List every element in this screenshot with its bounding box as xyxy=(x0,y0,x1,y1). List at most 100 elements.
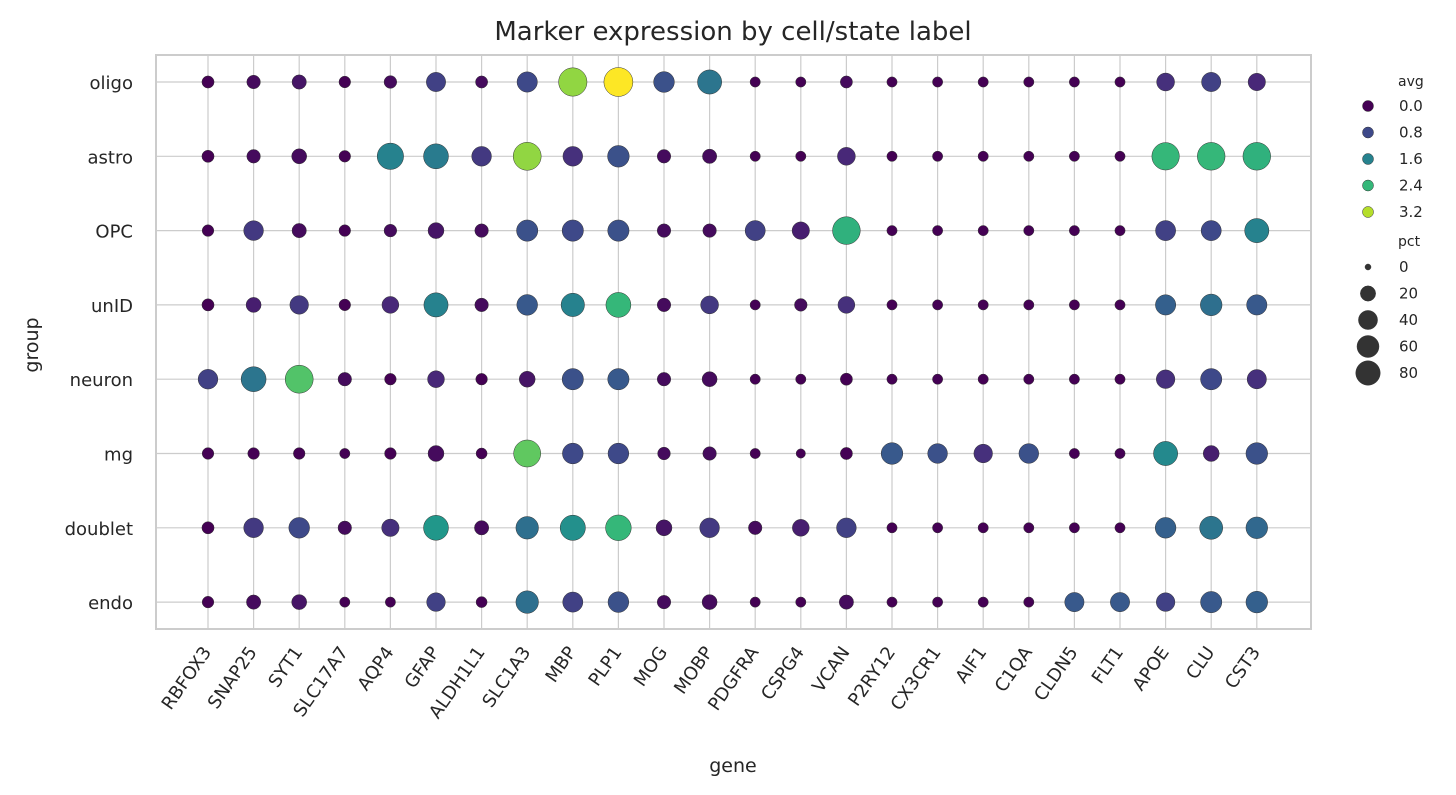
legend-title-pct: pct xyxy=(1398,234,1421,250)
x-tick-label: SYT1 xyxy=(264,643,307,692)
dot-marker xyxy=(291,74,307,90)
dot-marker xyxy=(246,594,262,610)
dot-marker xyxy=(880,442,904,465)
y-tick-label: endo xyxy=(88,593,133,614)
legend-size-swatch xyxy=(1358,310,1378,330)
dot-marker xyxy=(291,223,307,239)
dot-marker xyxy=(977,596,989,608)
legend-color-swatch xyxy=(1362,153,1374,165)
dot-marker xyxy=(1114,150,1126,162)
dot-marker xyxy=(245,297,262,313)
dot-marker xyxy=(1023,225,1035,236)
dot-marker xyxy=(512,142,542,171)
dot-marker xyxy=(657,446,671,461)
dot-marker xyxy=(603,67,634,97)
dot-marker xyxy=(607,219,630,242)
dot-marker xyxy=(1023,522,1035,534)
dot-marker xyxy=(240,366,267,392)
legend-color-swatch xyxy=(1362,179,1374,192)
dot-marker xyxy=(1114,373,1126,385)
x-tick-label: CST3 xyxy=(1221,643,1265,693)
dot-marker xyxy=(426,72,446,92)
dot-marker xyxy=(1245,516,1268,539)
dot-marker xyxy=(201,596,215,609)
dot-marker xyxy=(795,448,806,459)
dot-marker xyxy=(559,514,586,541)
dot-marker xyxy=(1200,293,1223,316)
dot-marker xyxy=(837,147,856,166)
dot-marker xyxy=(886,150,898,162)
dot-marker xyxy=(1200,220,1222,241)
dot-marker xyxy=(384,373,397,386)
dot-marker xyxy=(1242,142,1271,171)
dot-marker xyxy=(475,373,488,386)
legend-size-label: 80 xyxy=(1399,364,1418,382)
dot-marker xyxy=(1110,592,1130,612)
x-tick-label: MOBP xyxy=(670,643,718,698)
dot-marker xyxy=(1114,225,1126,236)
dot-marker xyxy=(201,149,215,163)
x-tick-label: MOG xyxy=(630,643,672,691)
dot-marker xyxy=(1069,448,1080,459)
dot-marker xyxy=(656,297,672,312)
dot-marker xyxy=(701,594,718,610)
dot-marker xyxy=(1154,517,1177,539)
dot-marker xyxy=(201,447,215,460)
dot-marker xyxy=(927,443,948,464)
dot-marker xyxy=(423,515,449,541)
dot-marker xyxy=(1023,150,1035,162)
dot-marker xyxy=(1069,76,1080,88)
y-tick-labels: oligo astro OPC unID neuron mg doublet endo xyxy=(65,73,133,614)
dot-marker xyxy=(605,292,632,318)
dot-marker xyxy=(427,222,445,239)
dot-marker xyxy=(1114,76,1126,88)
dot-marker xyxy=(291,594,307,610)
x-tick-label: CSPG4 xyxy=(757,643,809,704)
dot-marker xyxy=(337,372,352,387)
dot-marker xyxy=(977,299,989,311)
dot-marker xyxy=(197,369,219,390)
dot-marker xyxy=(886,522,898,534)
dot-marker xyxy=(427,445,445,462)
dot-marker xyxy=(338,75,351,89)
x-tick-label: CLU xyxy=(1182,643,1219,684)
y-axis-label: group xyxy=(21,317,43,372)
dot-marker xyxy=(1199,516,1223,540)
dot-marker xyxy=(338,224,351,237)
legend-color-label: 0.8 xyxy=(1399,124,1423,142)
dot-marker xyxy=(1156,592,1176,612)
dot-marker xyxy=(1069,522,1080,534)
y-tick-label: oligo xyxy=(90,73,133,94)
dot-marker xyxy=(383,224,397,238)
dot-marker xyxy=(1023,299,1035,311)
dot-marker xyxy=(607,145,630,168)
dot-marker xyxy=(1069,225,1080,236)
dot-marker xyxy=(518,370,536,388)
dot-marker xyxy=(291,148,307,165)
dot-marker xyxy=(886,299,898,311)
dot-marker xyxy=(838,594,854,610)
legend-size-swatch xyxy=(1364,263,1372,271)
legend-size-label: 40 xyxy=(1399,311,1418,329)
dot-marker xyxy=(932,522,943,534)
dot-marker xyxy=(560,292,585,317)
dot-marker xyxy=(932,76,943,88)
dot-marker xyxy=(700,295,719,315)
x-tick-label: CLDN5 xyxy=(1030,643,1082,705)
dot-marker xyxy=(655,519,673,537)
dot-marker xyxy=(201,298,215,312)
dot-marker xyxy=(749,448,761,459)
dot-marker xyxy=(385,596,396,608)
dot-marker xyxy=(977,373,989,385)
dot-marker xyxy=(1200,368,1223,391)
dot-marker xyxy=(702,148,718,164)
dot-marker xyxy=(886,373,898,385)
dot-marker xyxy=(293,447,306,460)
dot-marker xyxy=(794,298,808,312)
x-tick-label: VCAN xyxy=(808,643,854,697)
dot-marker xyxy=(383,75,397,89)
dot-marker xyxy=(697,69,722,95)
legend-size-swatch xyxy=(1355,360,1381,386)
legend-color-label: 1.6 xyxy=(1399,150,1423,168)
